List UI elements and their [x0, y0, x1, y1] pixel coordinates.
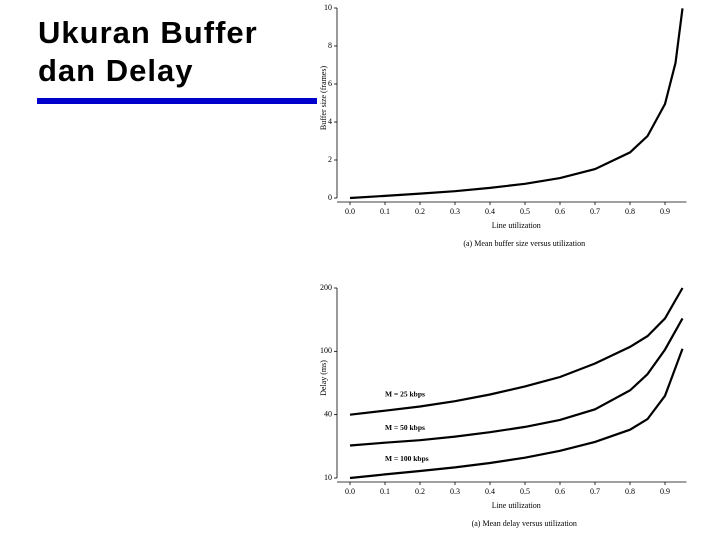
- x-tick-label: 0.9: [660, 207, 670, 216]
- series-label: M = 50 kbps: [385, 423, 425, 432]
- x-tick-label: 0.2: [415, 207, 425, 216]
- line-series: [349, 317, 684, 447]
- x-tick-label: 0.5: [520, 207, 530, 216]
- chart-caption: (a) Mean delay versus utilization: [472, 519, 577, 528]
- x-tick-label: 0.2: [415, 487, 425, 496]
- x-tick-label: 0.6: [555, 487, 565, 496]
- y-tick-label: 10: [324, 473, 332, 482]
- x-tick-label: 0.1: [380, 207, 390, 216]
- x-tick-label: 0.1: [380, 487, 390, 496]
- y-tick-label: 0: [328, 193, 332, 202]
- y-tick-label: 40: [324, 409, 332, 418]
- y-tick-label: 2: [328, 155, 332, 164]
- line-series: [349, 348, 684, 480]
- y-tick-label: 200: [320, 283, 332, 292]
- y-tick-label: 6: [328, 79, 332, 88]
- x-tick-label: 0.6: [555, 207, 565, 216]
- series-label: M = 100 kbps: [385, 454, 429, 463]
- x-axis-label: Line utilization: [492, 501, 541, 510]
- x-axis-label: Line utilization: [492, 221, 541, 230]
- x-tick-label: 0.8: [625, 487, 635, 496]
- y-axis-label: Buffer size (frames): [319, 66, 328, 131]
- title-underline: [37, 98, 317, 104]
- y-tick-label: 4: [328, 117, 332, 126]
- x-tick-label: 0.8: [625, 207, 635, 216]
- x-tick-label: 0.4: [485, 487, 495, 496]
- chart-caption: (a) Mean buffer size versus utilization: [463, 239, 585, 248]
- y-tick-label: 8: [328, 41, 332, 50]
- x-tick-label: 0.5: [520, 487, 530, 496]
- x-tick-label: 0.3: [450, 487, 460, 496]
- x-tick-label: 0.0: [345, 487, 355, 496]
- series-label: M = 25 kbps: [385, 389, 425, 398]
- slide-title: Ukuran Buffer dan Delay: [38, 14, 258, 90]
- x-tick-label: 0.7: [590, 487, 600, 496]
- line-series: [349, 8, 684, 200]
- x-tick-label: 0.9: [660, 487, 670, 496]
- line-series: [349, 287, 684, 416]
- y-axis-label: Delay (ms): [319, 360, 328, 396]
- title-line: dan Delay: [38, 53, 194, 88]
- y-tick-label: 10: [324, 3, 332, 12]
- x-tick-label: 0.3: [450, 207, 460, 216]
- title-line: Ukuran Buffer: [38, 15, 258, 50]
- x-tick-label: 0.7: [590, 207, 600, 216]
- x-tick-label: 0.0: [345, 207, 355, 216]
- y-tick-label: 100: [320, 346, 332, 355]
- x-tick-label: 0.4: [485, 207, 495, 216]
